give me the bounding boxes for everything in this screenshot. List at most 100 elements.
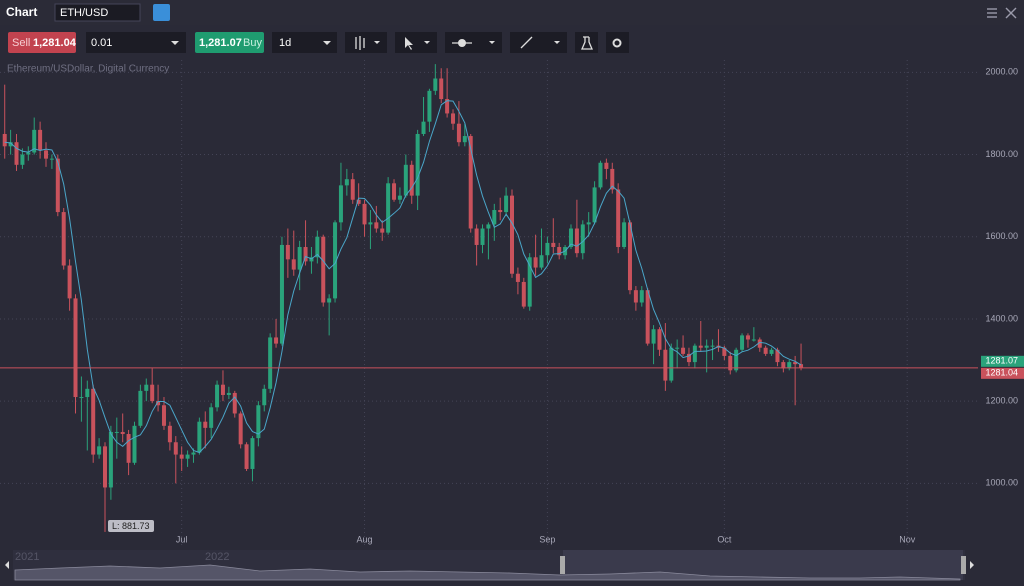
navigator-handle[interactable] [961, 556, 966, 574]
candle-body [362, 203, 367, 225]
window-title: Chart [6, 5, 37, 19]
candle-body [114, 431, 119, 433]
candle-body [498, 210, 503, 213]
candle-body [285, 244, 290, 260]
candle-body [775, 349, 780, 363]
low-label: L: 881.73 [112, 521, 150, 531]
studies-button[interactable] [575, 32, 598, 53]
candle-body [2, 133, 7, 147]
low-marker [107, 520, 154, 532]
candle-body [545, 242, 550, 256]
quantity-select[interactable] [86, 32, 186, 53]
candle-body [492, 210, 497, 225]
candle-body [102, 446, 107, 488]
settings-button[interactable] [606, 32, 629, 53]
cursor-button[interactable] [395, 32, 437, 53]
candle-body [179, 454, 184, 459]
buy-button[interactable] [195, 32, 264, 53]
candle-body [504, 195, 509, 213]
candle-body [645, 290, 650, 344]
symbol-input[interactable] [54, 3, 141, 22]
y-tick-label: 1600.00 [985, 231, 1018, 241]
interval-select[interactable] [272, 32, 337, 53]
candle-body [769, 349, 774, 354]
candle-body [468, 136, 473, 229]
candle-body [14, 142, 19, 165]
time-button[interactable] [445, 32, 502, 53]
candle-body [108, 431, 113, 488]
candle-body [26, 152, 31, 155]
buy-label: Buy [243, 37, 262, 49]
candle-body [409, 164, 414, 196]
draw-button[interactable] [510, 32, 567, 53]
arrow-left [5, 561, 9, 569]
candle-body [138, 390, 143, 426]
candle-body [439, 78, 444, 100]
candle-body [627, 222, 632, 291]
candle-body [73, 298, 78, 398]
dropdown-arrow [323, 41, 331, 45]
candle-body [734, 349, 739, 371]
candle-body [421, 121, 426, 134]
candle-body [740, 335, 745, 350]
candle-body [262, 388, 267, 406]
candle-body [244, 444, 249, 469]
quantity: 0.01 [91, 37, 112, 49]
candle-body [568, 228, 573, 248]
sell-button[interactable] [8, 32, 76, 53]
navigator-year: 2021 [15, 551, 39, 563]
candle-body [274, 337, 279, 344]
y-tick-label: 1200.00 [985, 396, 1018, 406]
candle-body [297, 247, 302, 270]
candle-body [539, 255, 544, 268]
candle-body [403, 164, 408, 196]
link-icon[interactable] [153, 4, 170, 21]
window-controls [987, 7, 1017, 19]
candle-body [185, 454, 190, 459]
candle-body [333, 222, 338, 299]
candle-body [622, 222, 627, 248]
chart-type-button[interactable] [345, 32, 387, 53]
candle-body [799, 364, 804, 368]
candle-body [120, 431, 125, 435]
candle-body [598, 162, 603, 188]
candle-body [279, 244, 284, 344]
candle-body [350, 179, 355, 200]
candle-body [215, 384, 220, 408]
candle-body [321, 236, 326, 303]
x-tick-label: Oct [717, 534, 732, 544]
symbol: ETH/USD [60, 7, 108, 19]
candle-body [38, 129, 43, 151]
candle-body [415, 133, 420, 196]
candle-body [445, 99, 450, 114]
candle-body [557, 247, 562, 256]
candle-body [781, 362, 786, 369]
candle-body [226, 392, 231, 395]
candle-body [356, 199, 361, 204]
plot-area: 1000.00 1200.00 1400.00 1600.00 1800.00 2000.… [0, 58, 1024, 548]
candle-body [49, 158, 54, 160]
candle-body [657, 329, 662, 350]
candle-body [521, 281, 526, 307]
candle-body [763, 347, 768, 354]
candle-body [55, 158, 60, 213]
candle-body [32, 129, 37, 153]
candle-body [551, 242, 556, 248]
candle-body [604, 162, 609, 169]
navigator-handle[interactable] [560, 556, 565, 574]
candle-body [150, 384, 155, 402]
ask-tag-label: 1281.07 [985, 356, 1018, 366]
y-tick-label: 1800.00 [985, 149, 1018, 159]
y-tick-label: 1000.00 [985, 478, 1018, 488]
candle-body [710, 345, 715, 347]
candle-body [757, 339, 762, 348]
candle-body [793, 362, 798, 365]
candle-body [639, 290, 644, 303]
candle-body [386, 183, 391, 233]
candle-body [704, 345, 709, 348]
bid-tag [981, 367, 1024, 379]
candle-body [303, 247, 308, 262]
candle-body [745, 335, 750, 340]
candle-body [580, 224, 585, 254]
